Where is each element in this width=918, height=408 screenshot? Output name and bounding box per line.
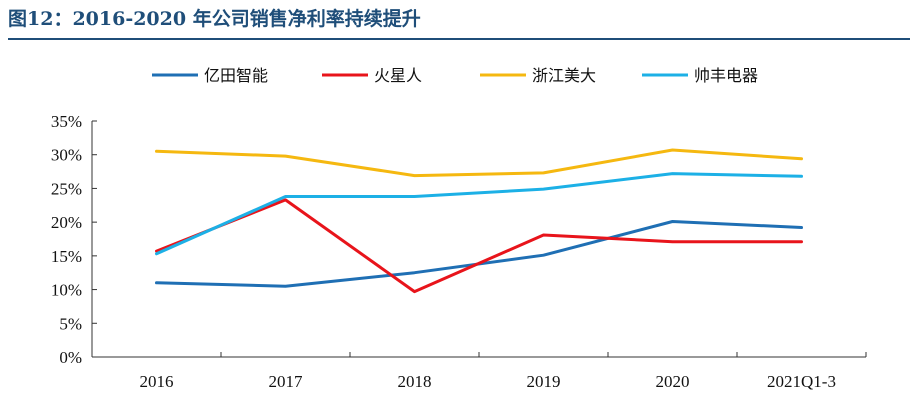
x-tick-label: 2017: [269, 372, 304, 391]
y-tick-label: 0%: [59, 348, 82, 367]
legend-label: 火星人: [374, 66, 422, 85]
series-line: [155, 198, 803, 294]
chart-axes: 0% 5% 10% 15% 20% 25% 30% 35% 2016 2017 2018 2019 20…: [51, 112, 867, 391]
y-tick-label: 20%: [51, 213, 82, 232]
x-tick-label: 2021Q1-3: [767, 372, 836, 391]
series-line: [155, 220, 803, 288]
y-tick-label: 15%: [51, 247, 82, 266]
legend-label: 浙江美大: [532, 66, 596, 85]
y-tick-label: 30%: [51, 146, 82, 165]
y-tick-label: 10%: [51, 281, 82, 300]
y-tick-label: 25%: [51, 179, 82, 198]
figure-title: 图12：2016-2020 年公司销售净利率持续提升: [8, 8, 421, 30]
chart-legend: 亿田智能 火星人 浙江美大 帅丰电器: [152, 66, 758, 85]
legend-label: 亿田智能: [204, 66, 268, 85]
series-line: [155, 148, 803, 178]
x-tick-label: 2018: [398, 372, 432, 391]
title-divider: [8, 38, 910, 40]
x-tick-label: 2016: [140, 372, 174, 391]
series-line: [155, 172, 803, 256]
y-tick-label: 35%: [51, 112, 82, 131]
y-tick-label: 5%: [59, 314, 82, 333]
chart-series: [155, 148, 803, 294]
legend-label: 帅丰电器: [694, 66, 758, 85]
x-tick-label: 2020: [656, 372, 690, 391]
x-tick-label: 2019: [527, 372, 561, 391]
